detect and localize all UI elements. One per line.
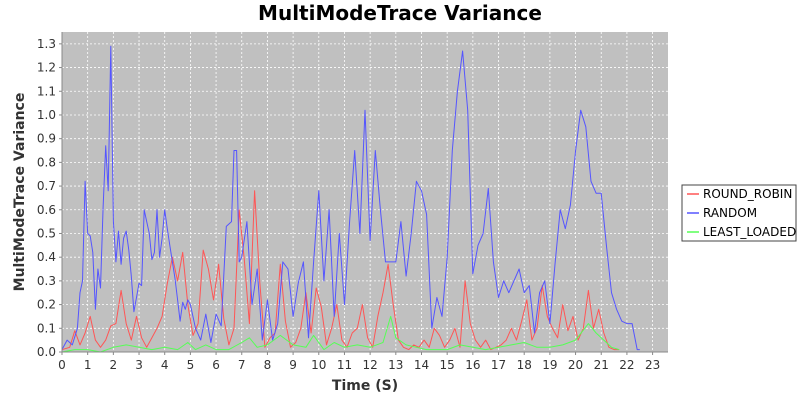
y-tick-label: 0.7 [37,179,56,193]
legend-label: RANDOM [703,206,757,220]
x-tick-label: 20 [568,358,583,372]
y-tick-label: 0.9 [37,132,56,146]
y-tick-label: 0.4 [37,250,56,264]
x-tick-label: 0 [58,358,66,372]
series-layer [61,45,640,353]
y-tick-label: 1.3 [37,37,56,51]
x-tick-label: 3 [135,358,143,372]
x-tick-label: 17 [491,358,506,372]
y-tick-label: 0.2 [37,298,56,312]
grid-lines [62,32,668,352]
y-tick-label: 1.0 [37,108,56,122]
x-tick-label: 2 [110,358,118,372]
x-tick-label: 23 [645,358,660,372]
x-tick-labels: 0 1 2 3 4 5 6 7 8 9 10 11 12 13 14 15 16 17 18 19 20 21 22 23 [58,358,660,372]
x-tick-label: 14 [414,358,429,372]
x-tick-label: 9 [289,358,297,372]
x-tick-label: 4 [161,358,169,372]
axes [59,32,668,355]
y-tick-label: 1.2 [37,61,56,75]
y-tick-label: 0.6 [37,203,56,217]
x-tick-label: 1 [84,358,92,372]
y-tick-label: 0.3 [37,274,56,288]
x-tick-label: 6 [212,358,220,372]
x-tick-label: 21 [594,358,609,372]
x-tick-label: 5 [187,358,195,372]
x-tick-label: 7 [238,358,246,372]
y-tick-label: 1.1 [37,84,56,98]
series-line-random [61,45,640,351]
x-tick-label: 12 [362,358,377,372]
x-tick-label: 11 [337,358,352,372]
legend-box [681,184,797,242]
x-tick-label: 10 [311,358,326,372]
y-axis-label: MultiModeTrace Variance [12,93,28,292]
y-tick-label: 0.1 [37,321,56,335]
legend-label: LEAST_LOADED [703,225,796,239]
legend-label: ROUND_ROBIN [703,187,792,201]
x-tick-label: 15 [440,358,455,372]
x-tick-label: 18 [517,358,532,372]
x-tick-label: 19 [542,358,557,372]
x-tick-label: 8 [264,358,272,372]
series-line-least-loaded [61,315,620,353]
y-tick-labels: 0.0 0.1 0.2 0.3 0.4 0.5 0.6 0.7 0.8 0.9 1.0 1.1 1.2 1… [37,37,56,359]
y-tick-label: 0.8 [37,155,56,169]
legend: ROUND_ROBIN RANDOM LEAST_LOADED [681,184,797,242]
plot-area [62,32,668,352]
x-tick-label: 22 [619,358,634,372]
x-tick-label: 16 [465,358,480,372]
series-line-round-robin [61,190,620,351]
x-axis-label: Time (S) [332,378,398,394]
x-tick-label: 13 [388,358,403,372]
y-tick-label: 0.5 [37,226,56,240]
y-tick-label: 0.0 [37,345,56,359]
chart-title: MultiModeTrace Variance [258,1,542,25]
